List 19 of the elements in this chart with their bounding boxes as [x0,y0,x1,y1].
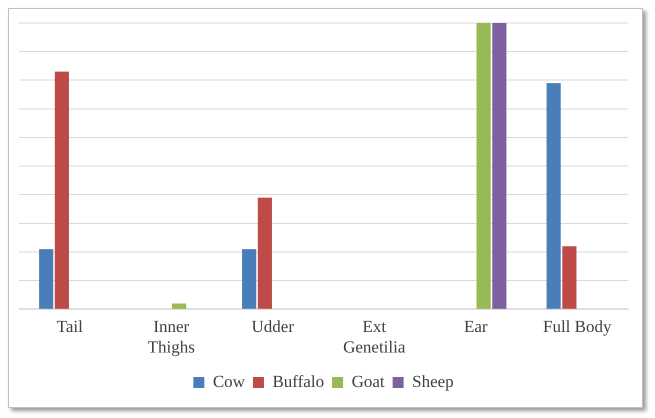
bar [54,72,69,309]
bar [172,303,186,309]
legend-label: Cow [212,372,246,391]
x-tick-label: Udder [252,316,294,336]
x-tick-label: Full Body [543,316,612,336]
bar [258,198,272,309]
bar [39,249,54,309]
x-tick-label: Tail [56,316,84,336]
bar [476,23,491,309]
bar [492,23,506,309]
legend-label: Buffalo [272,372,324,391]
bar [546,83,561,309]
bar [562,246,576,309]
x-tick-label: Ear [464,316,488,336]
legend-label: Sheep [412,372,454,391]
legend-label: Goat [352,372,385,391]
x-tick-label: Ext Genetilia [343,316,406,356]
bar [242,249,256,309]
x-tick-label: Inner Thighs [148,316,195,356]
